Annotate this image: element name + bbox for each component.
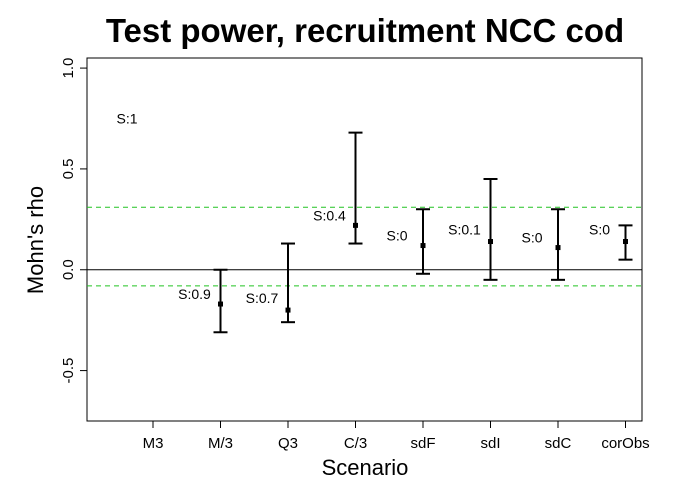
x-tick-label: M3 (143, 435, 164, 452)
x-tick-label: corObs (601, 435, 649, 452)
annotation-label: S:0.1 (448, 221, 481, 237)
annotation-label: S:0.9 (178, 286, 211, 302)
annotation-label: S:0 (386, 227, 407, 243)
y-axis: -0.5 0.0 0.5 1.0 (60, 58, 87, 384)
reference-lines (87, 206, 642, 287)
y-tick-label: 0.0 (60, 259, 77, 280)
error-bar-corObs (618, 224, 633, 261)
annotations: S:1 S:0.9 S:0.7 S:0.4 S:0 S:0.1 S:0 S:0 (116, 111, 610, 306)
x-tick-label: sdC (545, 435, 572, 452)
x-tick-label: Q3 (278, 435, 298, 452)
y-axis-label: Mohn's rho (23, 186, 48, 294)
chart-title: Test power, recruitment NCC cod (106, 12, 624, 49)
error-bar-point (555, 245, 561, 251)
x-axis-label: Scenario (322, 455, 409, 480)
plot-frame (86, 57, 643, 422)
y-tick-label: 0.5 (60, 158, 77, 179)
error-bar-point (218, 301, 223, 307)
annotation-label: S:0.7 (246, 290, 279, 306)
annotation-label: S:0 (589, 221, 610, 237)
x-tick-label: sdF (410, 435, 435, 452)
error-bar-point (285, 307, 291, 313)
y-tick-label: -0.5 (60, 358, 77, 384)
annotation-label: S:0 (521, 229, 542, 245)
y-tick-label: 1.0 (60, 58, 77, 79)
x-tick-label: sdI (480, 435, 500, 452)
error-bar-point (488, 239, 493, 245)
error-bar-sdF (416, 208, 430, 275)
error-bar-sdI (483, 178, 498, 281)
annotation-label: S:1 (116, 111, 137, 127)
error-bar-M/3 (213, 268, 228, 334)
error-bar-Q3 (281, 242, 295, 324)
x-tick-label: C/3 (344, 435, 367, 452)
x-axis: M3 M/3 Q3 C/3 sdF sdI sdC corObs (143, 421, 650, 452)
error-bar-C/3 (348, 131, 363, 245)
error-bars (213, 131, 633, 334)
x-tick-label: M/3 (208, 435, 233, 452)
annotation-label: S:0.4 (313, 207, 346, 223)
error-bar-point (420, 243, 426, 249)
error-bar-point (623, 239, 628, 245)
error-bar-sdC (551, 208, 565, 281)
error-bar-point (353, 222, 358, 228)
